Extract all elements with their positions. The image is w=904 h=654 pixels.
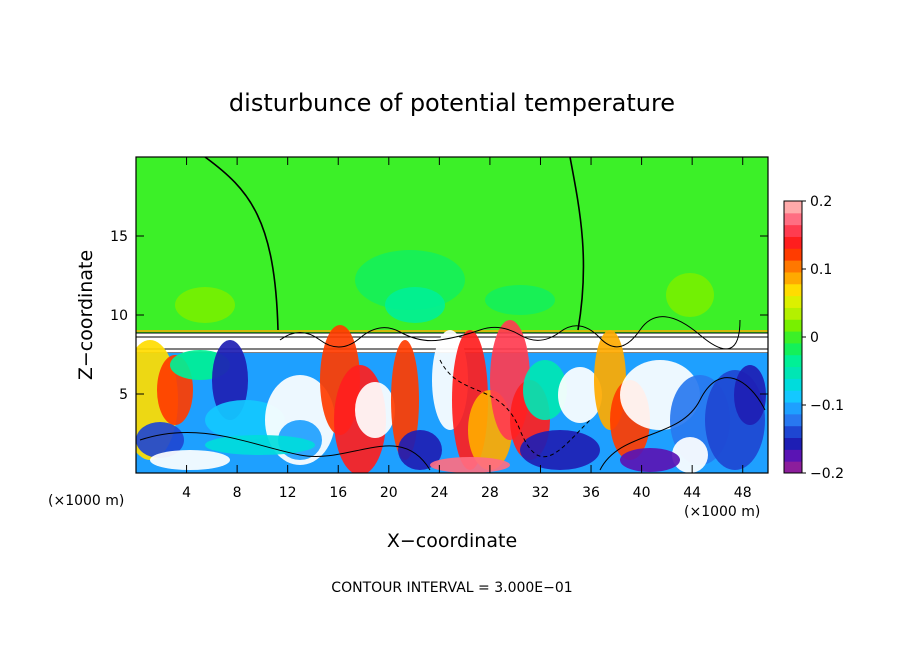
x-tick-label-4: 20 — [380, 485, 398, 501]
colorbar-label-4: −0.2 — [810, 466, 844, 482]
colorbar-swatch-20 — [784, 224, 802, 237]
y-tick-label-0: 5 — [119, 387, 128, 403]
x-tick-label-1: 8 — [233, 485, 242, 501]
colorbar-swatch-1 — [784, 449, 802, 462]
field-blob-26 — [672, 437, 708, 473]
turbulence-blobs — [136, 320, 766, 473]
colorbar-swatch-6 — [784, 390, 802, 403]
x-unit-left: (×1000 m) — [48, 493, 124, 509]
lower-contour-1 — [139, 431, 431, 471]
colorbar: 0.2 0.1 0 −0.1 −0.2 — [783, 194, 844, 482]
x-tick-label-5: 24 — [430, 485, 448, 501]
field-blob-4 — [212, 340, 248, 420]
x-tick-label-6: 28 — [481, 485, 499, 501]
colorbar-label-0: 0.2 — [810, 194, 832, 210]
colorbar-swatch-5 — [784, 402, 802, 415]
colorbar-swatch-15 — [784, 283, 802, 297]
y-tick-label-1: 10 — [110, 308, 128, 324]
x-tick-label-10: 44 — [683, 485, 701, 501]
patch-warm-left — [175, 287, 235, 323]
lower-contour-2 — [599, 377, 766, 471]
zero-contour-left — [204, 157, 279, 331]
colorbar-label-3: −0.1 — [810, 398, 844, 414]
x-axis: 4 8 12 16 20 24 28 32 36 40 44 48 — [182, 157, 752, 501]
colorbar-swatch-8 — [784, 366, 802, 379]
field-blob-28 — [734, 365, 766, 425]
field-blob-31 — [430, 457, 510, 473]
x-tick-label-3: 16 — [329, 485, 347, 501]
colorbar-swatch-3 — [784, 425, 802, 439]
field-blob-19 — [523, 360, 567, 420]
field-blob-12 — [391, 340, 419, 460]
colorbar-swatch-2 — [784, 437, 802, 450]
x-unit-right: (×1000 m) — [684, 504, 760, 520]
x-tick-label-0: 4 — [182, 485, 191, 501]
colorbar-label-1: 0.1 — [810, 262, 832, 278]
plot-area — [136, 157, 768, 473]
patch-cool-3 — [485, 285, 555, 315]
chart-title: disturbunce of potential temperature — [229, 89, 675, 117]
colorbar-swatch-13 — [784, 307, 802, 320]
colorbar-swatch-19 — [784, 236, 802, 249]
colorbar-swatch-14 — [784, 295, 802, 308]
patch-warm-right — [666, 273, 714, 317]
x-tick-label-11: 48 — [734, 485, 752, 501]
field-blob-30 — [150, 450, 230, 470]
y-tick-label-2: 15 — [110, 229, 128, 245]
contour-interval-note: CONTOUR INTERVAL = 3.000E−01 — [331, 580, 572, 596]
colorbar-swatch-21 — [784, 212, 802, 226]
contour-wave — [279, 316, 741, 350]
colorbar-swatch-0 — [784, 461, 802, 474]
colorbar-label-2: 0 — [810, 330, 819, 346]
field-blob-3 — [136, 422, 184, 458]
colorbar-swatch-22 — [784, 201, 802, 214]
x-axis-title: X−coordinate — [387, 530, 517, 552]
colorbar-swatch-4 — [784, 413, 802, 427]
upper-field — [136, 157, 768, 333]
field-blob-20 — [558, 367, 602, 423]
colorbar-swatch-11 — [784, 331, 802, 344]
colorbar-swatch-18 — [784, 248, 802, 261]
field-blob-11 — [355, 382, 395, 438]
zero-contour-right — [569, 157, 585, 331]
colorbar-swatch-9 — [784, 354, 802, 368]
field-blob-29 — [620, 448, 680, 472]
x-tick-label-9: 40 — [633, 485, 651, 501]
x-tick-label-2: 12 — [279, 485, 297, 501]
colorbar-swatch-17 — [784, 260, 802, 273]
colorbar-swatch-16 — [784, 271, 802, 285]
colorbar-swatch-7 — [784, 378, 802, 391]
colorbar-swatch-10 — [784, 342, 802, 356]
x-tick-label-7: 32 — [532, 485, 550, 501]
x-tick-label-8: 36 — [582, 485, 600, 501]
y-axis-title: Z−coordinate — [75, 250, 97, 380]
colorbar-swatch-12 — [784, 319, 802, 332]
patch-cool-2 — [385, 287, 445, 323]
y-axis: 5 10 15 — [110, 229, 768, 403]
field-blob-5 — [205, 400, 285, 440]
field-blob-21 — [520, 430, 600, 470]
field-blob-13 — [398, 430, 442, 470]
